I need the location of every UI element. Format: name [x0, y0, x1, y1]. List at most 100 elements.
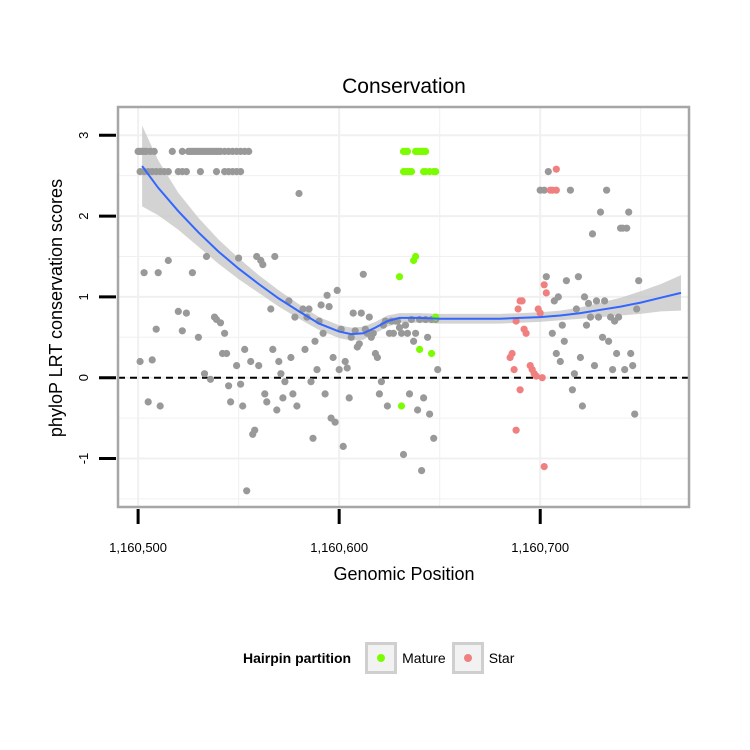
data-point-other [225, 382, 233, 390]
data-point-other [405, 390, 414, 398]
data-point-other [596, 208, 605, 216]
x-tick-label: 1,160,600 [310, 540, 368, 555]
data-point-mature [432, 168, 440, 176]
y-tick-label: 1 [76, 293, 91, 300]
data-point-other [269, 345, 277, 353]
data-point-other [188, 269, 196, 277]
data-point-other [576, 353, 585, 362]
legend-label-star: Star [488, 650, 515, 666]
data-point-mature [403, 147, 412, 155]
data-point-mature [397, 402, 406, 410]
data-point-other [365, 313, 373, 321]
y-tick-label: -1 [76, 453, 91, 465]
data-point-other [412, 329, 420, 337]
data-point-other [586, 313, 595, 321]
data-point-other [397, 329, 406, 337]
data-point-other [154, 269, 162, 277]
smooth-line [141, 165, 682, 336]
data-point-other [570, 370, 579, 378]
data-point-other [313, 366, 321, 374]
data-point-other [206, 375, 215, 383]
data-point-other [174, 307, 182, 315]
data-point-other [200, 370, 209, 378]
data-point-star [552, 165, 560, 173]
data-point-other [273, 406, 281, 414]
data-point-other [345, 394, 353, 402]
data-point-star [510, 366, 518, 374]
data-point-other [212, 168, 221, 176]
data-point-mature [412, 252, 420, 261]
x-axis-label: Genomic Position [333, 564, 474, 584]
data-point-other [136, 357, 144, 366]
data-point-other [164, 256, 172, 265]
data-point-other [293, 402, 301, 410]
data-point-other [424, 333, 432, 341]
data-point-other [144, 398, 152, 406]
plot-border [116, 105, 691, 509]
data-point-other [182, 168, 190, 176]
legend-dot-mature [377, 654, 386, 662]
data-point-other [631, 410, 639, 418]
data-point-other [621, 366, 629, 374]
data-point-other [227, 398, 235, 406]
data-point-other [325, 303, 333, 311]
data-point-other [311, 337, 319, 345]
data-point-other [152, 325, 160, 333]
y-axis-label: phyloP LRT conservation scores [46, 179, 66, 437]
data-point-other [271, 252, 279, 261]
data-point-other [339, 442, 347, 450]
data-point-other [168, 147, 176, 155]
data-point-other [243, 487, 251, 495]
data-point-other [375, 390, 383, 398]
data-point-other [247, 357, 255, 366]
data-point-other [150, 147, 158, 155]
data-point-other [281, 378, 289, 386]
data-point-other [582, 321, 591, 329]
x-axis: 1,160,500 1,160,600 1,160,700 [109, 509, 569, 555]
data-point-other [399, 450, 408, 459]
data-point-other [542, 273, 550, 281]
data-point-other [307, 378, 315, 386]
data-point-other [395, 324, 404, 332]
data-point-other [552, 349, 560, 358]
data-point-other [426, 410, 434, 418]
data-point-other [357, 309, 365, 317]
data-point-other [309, 434, 317, 442]
data-point-star [514, 305, 522, 313]
data-point-other [633, 305, 641, 313]
data-point-other [333, 286, 341, 294]
data-point-other [594, 313, 603, 321]
data-point-other [629, 362, 637, 370]
data-point-other [613, 349, 621, 358]
points [134, 147, 643, 495]
data-point-star [512, 317, 520, 325]
data-point-other [540, 186, 548, 194]
data-point-other [178, 327, 186, 335]
data-point-other [609, 366, 617, 374]
data-point-other [319, 329, 327, 337]
data-point-other [255, 362, 263, 370]
data-point-other [235, 254, 243, 262]
data-point-other [245, 147, 253, 155]
data-point-other [331, 418, 339, 426]
data-point-other [259, 261, 267, 269]
data-point-other [347, 333, 355, 341]
data-point-other [277, 370, 285, 378]
data-point-other [420, 394, 428, 402]
data-point-star [532, 372, 540, 380]
data-point-other [164, 168, 172, 176]
data-point-star [508, 349, 516, 358]
data-point-other [289, 390, 297, 398]
data-point-other [588, 230, 597, 238]
data-point-other [574, 273, 583, 281]
data-point-other [403, 329, 412, 337]
data-point-other [592, 297, 601, 305]
data-point-other [369, 329, 377, 337]
data-point-other [233, 362, 241, 370]
data-point-other [373, 353, 381, 362]
x-tick-label: 1,160,700 [511, 540, 569, 555]
data-point-other [221, 329, 229, 337]
x-tick-label: 1,160,500 [109, 540, 167, 555]
data-point-other [548, 329, 556, 337]
data-point-other [418, 467, 426, 475]
